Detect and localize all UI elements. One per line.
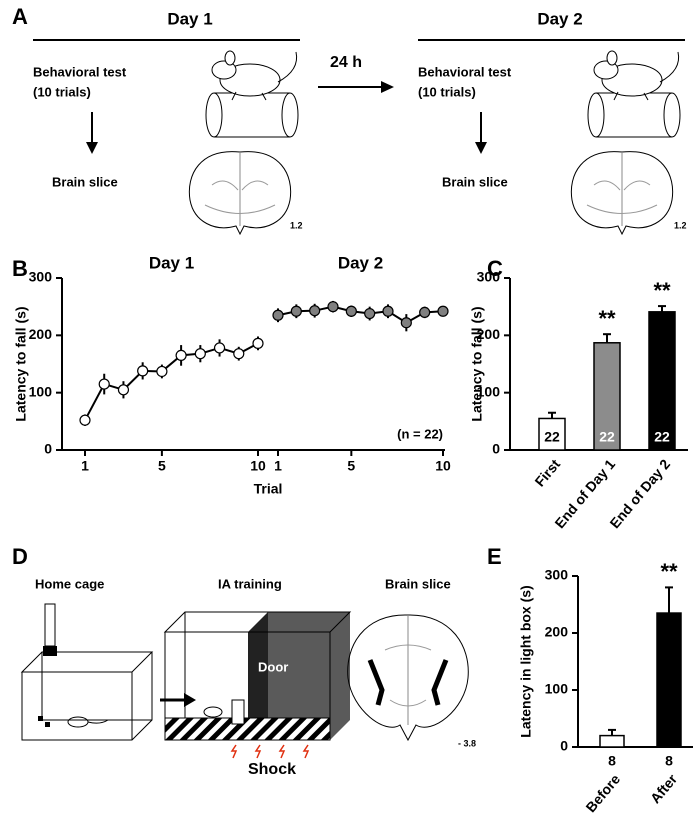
point <box>364 307 376 320</box>
x-tick-label: 5 <box>158 458 166 474</box>
y-tick-label: 0 <box>560 738 568 754</box>
brain-slice <box>188 151 292 236</box>
point <box>327 301 339 313</box>
brain-slice <box>570 151 674 236</box>
bar <box>599 734 625 748</box>
arrowhead <box>86 142 98 154</box>
series-line <box>84 342 259 421</box>
point <box>400 317 412 329</box>
y-tick-label: 300 <box>545 567 569 583</box>
y-axis-label: Latency in light box (s) <box>518 585 534 737</box>
label: Home cage <box>35 576 104 591</box>
arrowhead <box>184 693 196 707</box>
y-axis-label: Latency to fall (s) <box>469 306 485 421</box>
point <box>137 365 149 377</box>
point <box>309 305 321 317</box>
n-label: 8 <box>608 753 616 769</box>
panel-label: A <box>12 4 28 29</box>
coordinate: 1.2 <box>290 220 303 230</box>
mouse-rod <box>587 50 681 138</box>
y-tick-label: 200 <box>545 624 569 640</box>
y-tick-label: 300 <box>477 269 501 285</box>
point <box>117 384 130 396</box>
coordinate: - 3.8 <box>458 738 476 748</box>
mouse-rod <box>205 50 299 138</box>
bar <box>593 342 621 451</box>
panel-label: E <box>487 544 502 569</box>
n-label: 22 <box>654 429 670 445</box>
significance: ** <box>653 278 671 303</box>
shock-label: Shock <box>248 761 296 778</box>
label: Behavioral test <box>418 64 512 79</box>
y-tick-label: 200 <box>477 326 501 342</box>
x-axis-label: Trial <box>254 481 283 497</box>
arrowhead <box>381 81 394 93</box>
panel-label: D <box>12 544 28 569</box>
panel-label: C <box>487 256 503 281</box>
point <box>156 365 168 378</box>
point <box>98 378 110 390</box>
interval: 24 h <box>330 54 362 71</box>
point <box>213 342 226 354</box>
point <box>194 348 206 360</box>
y-tick-label: 100 <box>29 383 53 399</box>
label: Brain slice <box>52 174 118 189</box>
x-tick-label: 1 <box>81 458 89 474</box>
series-line <box>277 305 444 324</box>
label: (10 trials) <box>33 84 91 99</box>
coordinate: 1.2 <box>674 220 687 230</box>
panel-d: D Home cage IA training Brain slice Door… <box>12 544 476 778</box>
y-tick-label: 0 <box>44 441 52 457</box>
x-tick-label: 1 <box>274 458 282 474</box>
point <box>175 349 187 361</box>
label: (10 trials) <box>418 84 476 99</box>
day-title: Day 2 <box>537 9 582 28</box>
n-label: 8 <box>665 753 673 769</box>
panel-a: A Day 1 Behavioral test (10 trials) Brai… <box>12 4 687 236</box>
point <box>419 306 431 318</box>
point <box>290 305 302 317</box>
day-title: Day 1 <box>167 9 212 28</box>
label: IA training <box>218 576 282 591</box>
significance: ** <box>598 306 616 331</box>
point <box>233 348 245 360</box>
door-label: Door <box>258 659 288 674</box>
y-tick-label: 100 <box>477 383 501 399</box>
bar <box>648 311 676 451</box>
point <box>252 337 264 349</box>
label: Behavioral test <box>33 64 127 79</box>
significance: ** <box>660 559 678 584</box>
x-tick-label: First <box>531 456 563 490</box>
y-tick-label: 0 <box>492 441 500 457</box>
y-tick-label: 100 <box>545 681 569 697</box>
y-tick-label: 200 <box>29 326 53 342</box>
bar <box>656 612 682 748</box>
point <box>79 414 91 426</box>
n-label: 22 <box>599 429 615 445</box>
ia-apparatus <box>163 611 352 759</box>
point <box>437 305 449 317</box>
brain-slice <box>347 614 469 742</box>
y-axis-label: Latency to fall (s) <box>13 306 29 421</box>
label: Brain slice <box>385 576 451 591</box>
label: Brain slice <box>442 174 508 189</box>
series-title: Day 2 <box>338 253 383 272</box>
x-tick-label: Before <box>582 771 623 815</box>
annotation: (n = 22) <box>397 426 443 441</box>
n-label: 22 <box>544 429 560 445</box>
home-cage <box>20 603 154 741</box>
point <box>272 309 284 321</box>
arrowhead <box>475 142 487 154</box>
point <box>382 305 394 317</box>
x-tick-label: 5 <box>347 458 355 474</box>
panel-label: B <box>12 256 28 281</box>
x-tick-label: After <box>647 771 681 807</box>
point <box>345 305 357 317</box>
x-tick-label: 10 <box>250 458 266 474</box>
bar <box>538 417 566 451</box>
x-tick-label: 10 <box>435 458 451 474</box>
y-tick-label: 300 <box>29 269 53 285</box>
series-title: Day 1 <box>149 253 194 272</box>
